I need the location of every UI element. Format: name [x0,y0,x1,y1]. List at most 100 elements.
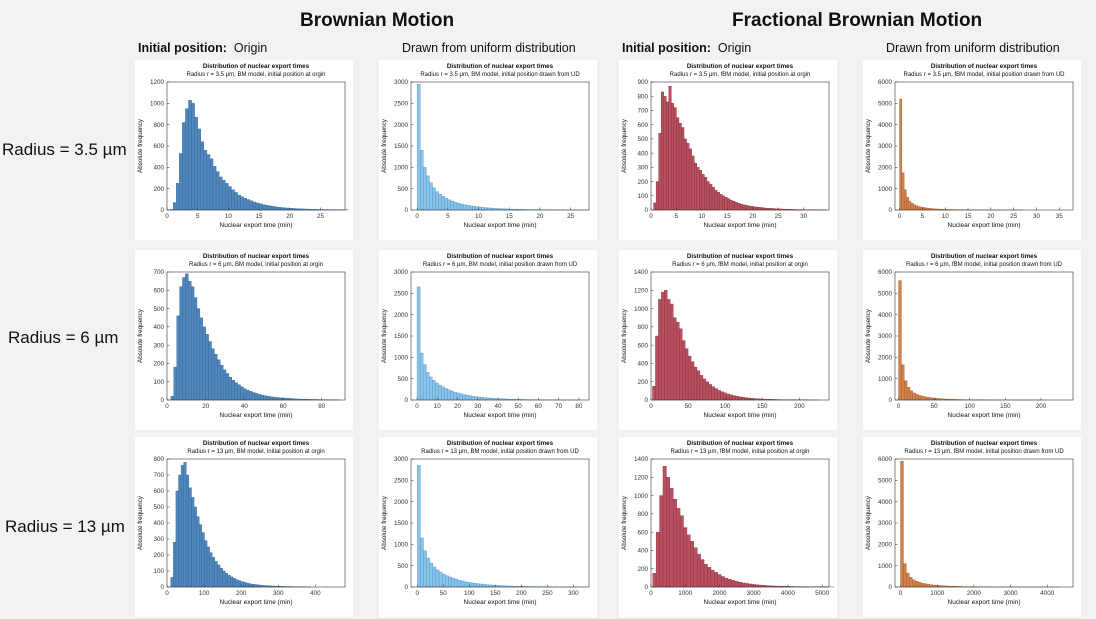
histogram-bar [471,396,475,401]
x-tick-label: 5000 [815,590,830,597]
histogram-bar [727,579,732,588]
histogram-bar [173,542,177,588]
histogram-bar [737,202,741,211]
subheader-bm-origin: Initial position: Origin [138,41,267,55]
bars-group [899,98,1023,211]
histogram-bar [432,380,436,401]
histogram-bar [230,576,234,588]
y-tick-label: 4000 [878,312,893,319]
histogram-bar [901,364,905,401]
y-tick-label: 0 [160,584,164,591]
histogram-bar [662,466,667,588]
histogram-bar [481,207,485,211]
histogram-bar [231,189,235,211]
histogram-bar [912,392,916,401]
histogram-bar [702,378,707,401]
bars-group [898,280,1047,401]
chart-subtitle: Radius r = 13 μm, BM model, initial posi… [187,449,324,455]
y-tick-label: 1500 [394,143,409,150]
subheader-label: Initial position: [138,41,227,55]
histogram-bar [176,183,180,211]
histogram-svg: Distribution of nuclear export times Radi… [381,63,590,229]
y-tick-label: 1200 [634,474,649,481]
y-tick-label: 800 [153,456,164,463]
histogram-bar [173,366,177,401]
y-tick-label: 300 [153,536,164,543]
y-tick-label: 800 [153,122,164,129]
y-tick-label: 200 [153,361,164,368]
y-tick-label: 2000 [878,542,893,549]
x-tick-label: 10 [434,403,442,410]
x-tick-label: 1000 [678,590,693,597]
axes-box [410,458,590,588]
histogram-bar [726,393,730,401]
y-tick-label: 2000 [394,122,409,129]
x-tick-label: 4000 [781,590,796,597]
histogram-bar [217,359,221,401]
histogram-bar [204,540,208,588]
histogram-bar [655,335,659,401]
chart-subtitle: Radius r = 3.5 μm, BM model, initial pos… [186,72,325,78]
histogram-bar [711,187,715,211]
histogram-bar [924,396,928,401]
histogram-bar [909,577,913,588]
histogram-bar [283,207,287,211]
axes-box [410,271,590,401]
x-tick-label: 5 [921,213,925,220]
x-tick-label: 100 [464,590,475,597]
histogram-bar [755,584,759,588]
histogram-bar [476,583,480,588]
histogram-bar [475,206,479,211]
y-tick-label: 2000 [878,165,893,172]
y-axis-label: Absolute frequency [381,495,388,550]
x-axis-label: Nuclear export time (min) [220,599,293,606]
histogram-bar [191,497,195,588]
y-tick-label: 500 [153,504,164,511]
histogram-bar [655,531,660,588]
chart-title: Distribution of nuclear export times [931,63,1038,70]
x-tick-label: 10 [225,213,233,220]
histogram-bar [225,373,230,401]
y-tick-label: 500 [637,136,648,143]
histogram-bar [903,563,907,588]
chart-title: Distribution of nuclear export times [931,440,1038,447]
y-tick-label: 0 [888,207,892,214]
histogram-bar [696,167,700,211]
histogram-bar [684,348,689,401]
histogram-bar [699,170,703,211]
histogram-bar [470,582,474,588]
histogram-bar [459,393,463,401]
histogram-bar [732,395,736,401]
histogram-bar [453,391,457,401]
histogram-bar [658,299,662,401]
histogram-bar [731,580,736,588]
histogram-bar [752,206,756,211]
histogram-svg: Distribution of nuclear export times Radi… [621,440,835,606]
histogram-bar [222,570,226,588]
x-tick-label: 20 [536,213,544,220]
axes-box [650,81,830,211]
histogram-bar [741,397,745,401]
histogram-bar [265,205,269,211]
histogram-bar [438,194,442,211]
bars-group [416,286,582,401]
histogram-bar [694,162,697,211]
histogram-bar [450,390,454,401]
x-axis-label: Nuclear export time (min) [464,412,537,419]
x-axis-label: Nuclear export time (min) [220,412,293,419]
histogram-bar [757,207,761,211]
histogram-bar [432,566,437,588]
histogram-bar [459,203,464,211]
histogram-bar [253,584,257,588]
x-tick-label: 250 [542,590,553,597]
histogram-bar [717,390,721,401]
histogram-bar [719,194,723,211]
chart-title: Distribution of nuclear export times [687,253,794,260]
subheader-value: Drawn from uniform distribution [886,41,1060,55]
histogram-bar [652,386,656,401]
chart-title: Distribution of nuclear export times [931,253,1038,260]
histogram-bar [456,202,461,211]
histogram-bar [738,396,742,401]
histogram-bar [416,83,421,211]
y-tick-label: 600 [153,143,164,150]
